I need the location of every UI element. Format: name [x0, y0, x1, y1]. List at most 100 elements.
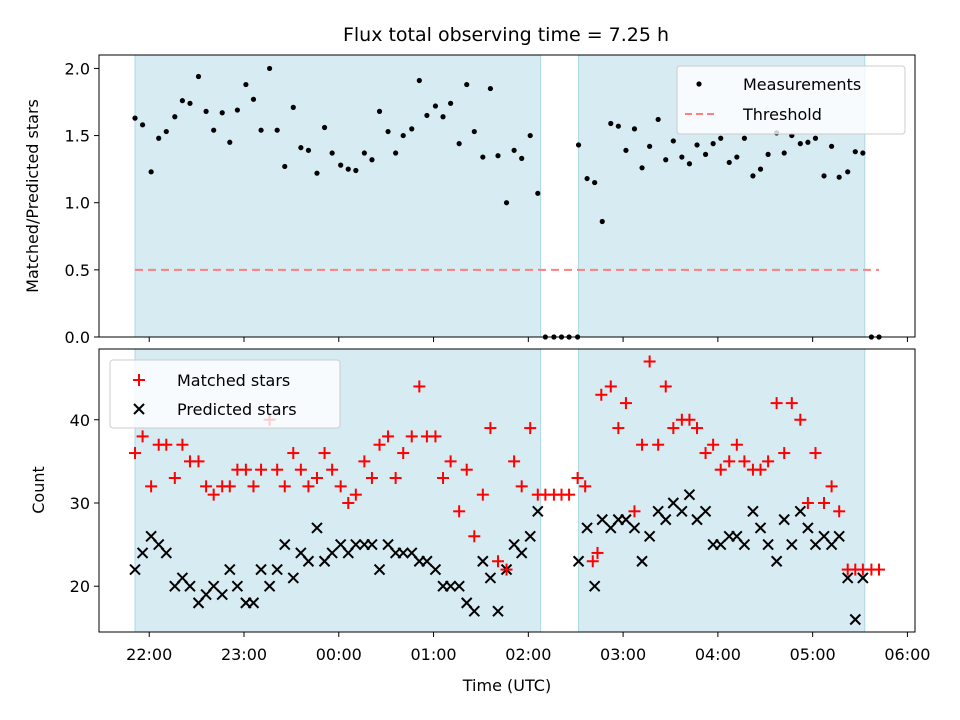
legend-measurements-label: Measurements: [743, 75, 861, 94]
measurement-point: [686, 161, 693, 167]
x-tick-label: 06:00: [884, 645, 930, 664]
legend-matched-label: Matched stars: [177, 371, 290, 390]
predicted-point: [224, 563, 236, 576]
legend-predicted-marker: [133, 403, 145, 415]
measurement-point: [702, 151, 709, 157]
measurement-point: [781, 150, 787, 156]
top-y-tick-label: 0.5: [65, 261, 90, 280]
predicted-point: [747, 505, 759, 518]
bottom-panel: 20 30 40 22:00 23:00 00:00 01:00 02:00 03:00 04:…: [29, 348, 930, 695]
predicted-point: [849, 613, 861, 626]
predicted-point: [572, 555, 585, 567]
matched-point: [271, 463, 284, 476]
predicted-point: [515, 547, 528, 559]
x-tick-label: 04:00: [695, 645, 741, 664]
measurement-point: [812, 135, 819, 141]
predicted-point: [160, 547, 172, 559]
measurement-point: [487, 85, 494, 92]
predicted-point: [762, 538, 774, 551]
measurement-point: [495, 153, 501, 159]
measurement-point: [440, 114, 446, 120]
measurement-point: [663, 157, 669, 163]
matched-point: [200, 480, 213, 493]
predicted-point: [263, 580, 276, 592]
matched-point: [349, 488, 362, 501]
predicted-point: [492, 605, 504, 617]
measurement-point: [757, 166, 764, 172]
x-axis-label: Time (UTC): [462, 676, 551, 695]
matched-point: [405, 430, 418, 443]
predicted-point: [833, 530, 845, 542]
bottom-data-points: [129, 355, 885, 626]
measurement-point: [575, 142, 582, 148]
measurement-point: [243, 81, 249, 88]
predicted-point: [484, 572, 497, 584]
matched-point: [460, 463, 473, 476]
matched-point: [468, 530, 481, 543]
matched-point: [683, 413, 696, 426]
matched-point: [358, 455, 371, 468]
predicted-point: [770, 555, 783, 567]
matched-point: [310, 472, 323, 485]
measurement-point: [710, 141, 716, 147]
predicted-point: [477, 555, 489, 567]
matched-point: [491, 555, 504, 568]
measurement-point: [329, 150, 335, 156]
matched-point: [515, 480, 528, 493]
predicted-point: [596, 513, 608, 526]
measurement-point: [718, 135, 724, 141]
matched-point: [579, 480, 592, 493]
predicted-point: [326, 547, 338, 559]
matched-point: [604, 380, 617, 393]
predicted-point: [628, 522, 641, 534]
measurement-point: [456, 141, 462, 147]
matched-point: [239, 463, 252, 476]
matched-point: [707, 438, 720, 451]
measurement-point: [821, 173, 827, 179]
matched-point: [500, 563, 513, 576]
matched-point: [484, 422, 497, 435]
bottom-y-tick-label: 20: [70, 577, 90, 596]
predicted-point: [524, 530, 536, 542]
predicted-point: [136, 547, 149, 559]
matched-point: [643, 355, 656, 368]
measurement-point: [424, 112, 430, 119]
measurement-point: [361, 150, 367, 156]
predicted-point: [691, 513, 703, 526]
matched-point: [586, 555, 599, 568]
matched-point: [730, 438, 743, 451]
matched-point: [833, 505, 846, 518]
predicted-point: [738, 538, 751, 551]
x-tick-label: 05:00: [790, 645, 836, 664]
measurement-point: [734, 154, 740, 160]
predicted-point: [660, 513, 672, 526]
predicted-point: [366, 538, 378, 551]
matched-point: [168, 472, 181, 485]
bottom-y-axis-label: Count: [29, 466, 48, 514]
measurement-point: [187, 100, 193, 106]
measurement-point: [584, 175, 590, 182]
top-y-tick-label: 1.5: [65, 127, 90, 146]
matched-point: [628, 505, 641, 518]
predicted-point: [255, 563, 267, 576]
predicted-point: [715, 538, 727, 551]
matched-point: [389, 472, 402, 485]
bottom-x-ticks: 22:00 23:00 00:00 01:00 02:00 03:00 04:00 05:00…: [126, 632, 930, 664]
measurement-point: [227, 139, 233, 145]
legend-measurements-marker: [696, 81, 702, 87]
matched-point: [794, 413, 807, 426]
measurement-point: [298, 145, 304, 151]
x-tick-label: 03:00: [600, 645, 646, 664]
bottom-y-tick-label: 40: [70, 411, 90, 430]
measurement-point: [655, 116, 661, 123]
matched-point: [302, 480, 315, 493]
matched-point: [453, 505, 466, 518]
bottom-shade-band: [578, 348, 866, 633]
top-legend-box: [676, 65, 906, 135]
matched-point: [652, 438, 665, 451]
measurement-point: [448, 100, 454, 106]
predicted-point: [532, 505, 544, 518]
matched-point: [365, 472, 378, 485]
predicted-point: [643, 530, 656, 542]
